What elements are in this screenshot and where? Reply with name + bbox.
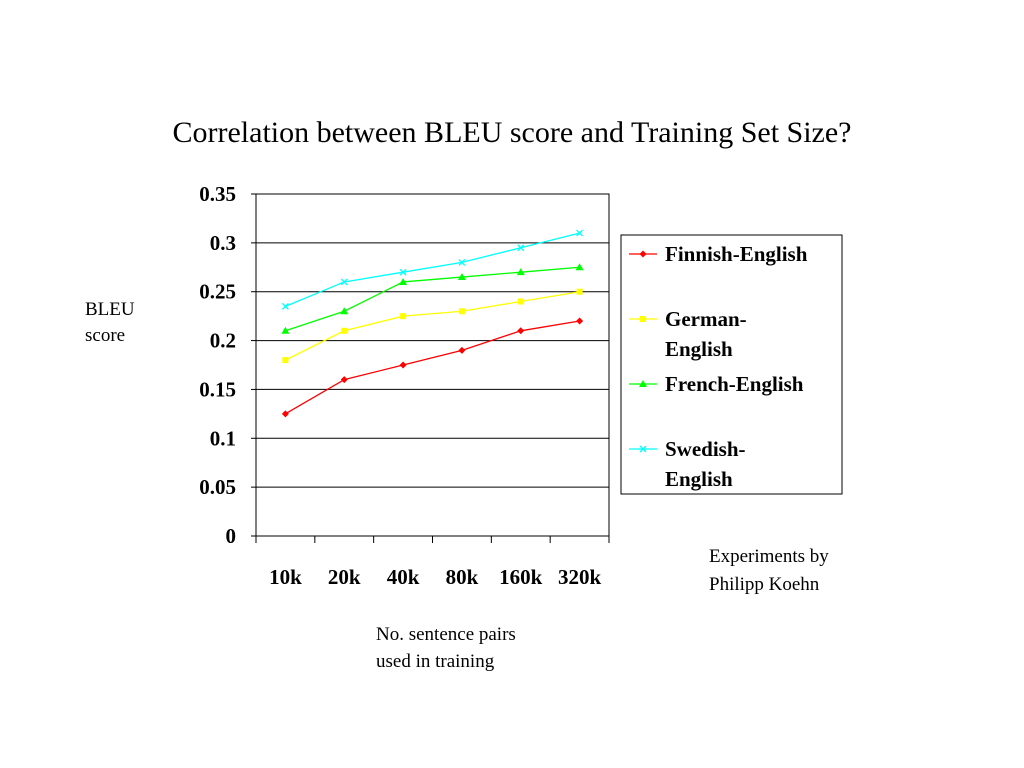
data-point-swedish-english xyxy=(399,268,407,276)
data-point-german-english xyxy=(458,308,465,315)
data-point-swedish-english xyxy=(517,244,525,252)
legend-label-swedish-english: Swedish- xyxy=(665,437,746,461)
data-point-swedish-english xyxy=(458,258,466,266)
data-point-french-english xyxy=(457,273,466,281)
credit-note: Experiments by Philipp Koehn xyxy=(709,543,909,599)
plot-area xyxy=(255,193,610,537)
y-tick-label: 0 xyxy=(226,524,237,548)
legend-label-finnish-english: Finnish-English xyxy=(665,242,808,266)
data-point-swedish-english xyxy=(576,229,584,237)
x-tick-label: 320k xyxy=(558,565,602,589)
legend-marker-finnish-english xyxy=(639,250,647,258)
y-tick-label: 0.2 xyxy=(210,329,236,353)
data-point-german-english xyxy=(341,327,348,334)
data-point-german-english xyxy=(400,313,407,320)
legend xyxy=(620,234,843,495)
legend-marker-swedish-english xyxy=(639,445,647,453)
data-point-french-english xyxy=(340,307,349,315)
data-point-german-english xyxy=(517,298,524,305)
series-line-swedish-english xyxy=(285,232,580,307)
y-tick-label: 0.3 xyxy=(210,231,236,255)
y-axis-title-line: BLEU xyxy=(85,299,135,320)
chart-title: Correlation between BLEU score and Train… xyxy=(172,116,852,149)
legend-label-french-english: French-English xyxy=(665,372,804,396)
legend-label-german-english: English xyxy=(665,337,733,361)
y-axis-title-line: score xyxy=(85,325,126,346)
data-point-finnish-english xyxy=(399,361,407,369)
legend-label-swedish-english: English xyxy=(665,467,733,491)
credit-note-line: Experiments by xyxy=(709,546,829,567)
data-point-swedish-english xyxy=(281,302,289,310)
y-tick-label: 0.1 xyxy=(210,426,236,450)
x-tick-label: 160k xyxy=(499,565,543,589)
data-point-french-english xyxy=(575,263,584,271)
credit-note-line: Philipp Koehn xyxy=(709,574,820,595)
x-tick-label: 80k xyxy=(446,565,479,589)
y-tick-label: 0.35 xyxy=(199,182,236,206)
data-point-german-english xyxy=(282,357,289,364)
y-tick-label: 0.25 xyxy=(199,280,236,304)
x-tick-label: 10k xyxy=(269,565,302,589)
data-point-finnish-english xyxy=(517,327,525,335)
legend-marker-french-english xyxy=(639,380,647,387)
x-tick-label: 20k xyxy=(328,565,361,589)
data-point-finnish-english xyxy=(458,346,466,354)
y-tick-label: 0.05 xyxy=(199,475,236,499)
data-point-french-english xyxy=(516,268,525,276)
x-axis-title-line: used in training xyxy=(376,651,495,672)
legend-label-german-english: German- xyxy=(665,307,747,331)
x-axis-title: No. sentence pairs used in training xyxy=(376,621,596,675)
data-point-swedish-english xyxy=(340,278,348,286)
x-tick-label: 40k xyxy=(387,565,420,589)
y-axis-title: BLEU score xyxy=(85,297,155,349)
series-line-german-english xyxy=(285,291,580,361)
series-line-french-english xyxy=(285,266,580,332)
y-tick-label: 0.15 xyxy=(199,377,236,401)
data-point-finnish-english xyxy=(281,410,289,418)
data-point-finnish-english xyxy=(340,376,348,384)
legend-marker-german-english xyxy=(640,316,646,322)
series-line-finnish-english xyxy=(285,320,580,415)
x-axis-title-line: No. sentence pairs xyxy=(376,624,516,645)
data-point-finnish-english xyxy=(576,317,584,325)
data-point-german-english xyxy=(576,288,583,295)
data-point-french-english xyxy=(399,277,408,285)
data-point-french-english xyxy=(281,326,290,334)
